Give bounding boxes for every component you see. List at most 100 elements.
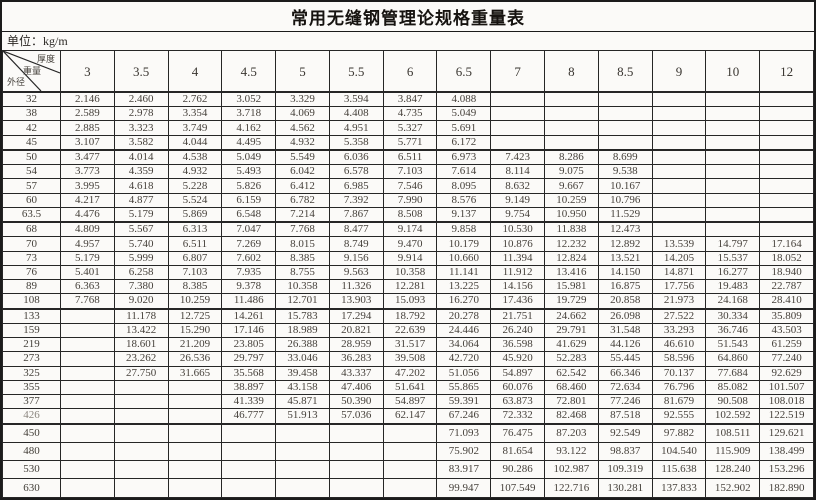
table-row: 89 6.363 7.380 8.385 9.378 10.358 11.326 12.281…: [2, 279, 814, 295]
weight-value-cell: [113, 460, 169, 480]
weight-value-cell: [382, 460, 438, 480]
table-row: 377 41.339 45.871 50.390 54.897 59.391 63.873 7…: [2, 394, 814, 410]
weight-table-body: 32 2.146 2.460 2.762 3.052 3.329 3.594 3.847 4.0…: [2, 91, 814, 498]
weight-value-cell: 23.805: [221, 337, 277, 353]
weight-value-cell: 39.458: [275, 365, 330, 381]
weight-value-cell: [60, 351, 115, 367]
weight-value-cell: [275, 423, 330, 443]
weight-value-cell: 8.477: [328, 221, 384, 238]
corner-diagonals-icon: [3, 51, 60, 91]
weight-value-cell: 115.909: [705, 441, 761, 462]
weight-value-cell: 5.771: [382, 134, 438, 151]
weight-value-cell: 99.947: [436, 478, 492, 498]
weight-value-cell: [597, 91, 653, 108]
title-row: 常用无缝钢管理论规格重量表: [2, 2, 814, 32]
weight-value-cell: 4.069: [275, 106, 330, 122]
corner-cell: 厚度 重量 外径: [2, 50, 61, 93]
weight-value-cell: [167, 441, 223, 462]
weight-value-cell: 92.555: [651, 408, 707, 425]
weight-value-cell: 29.791: [544, 322, 599, 339]
weight-value-cell: 16.270: [436, 293, 492, 310]
weight-value-cell: 6.313: [167, 221, 223, 238]
outer-diameter-cell: 273: [2, 351, 61, 367]
weight-value-cell: 8.749: [328, 236, 384, 252]
weight-value-cell: 8.755: [275, 264, 330, 281]
weight-value-cell: 9.914: [382, 250, 438, 266]
table-row: 530 83.917 90.286 102.987 109.319 115.638 128.…: [2, 460, 814, 480]
weight-value-cell: [167, 379, 223, 396]
weight-value-cell: 36.283: [328, 351, 384, 367]
weight-value-cell: 77.240: [759, 351, 814, 367]
weight-value-cell: 10.179: [436, 236, 492, 252]
weight-table: 厚度 重量 外径 3 3.5 4 4.5 5 5.5 6 6.5 7 8 8.5 9 10 12 32 2.…: [2, 50, 814, 498]
weight-value-cell: [167, 478, 223, 498]
weight-value-cell: 16.875: [597, 279, 653, 295]
weight-value-cell: 129.621: [759, 423, 814, 443]
thickness-header: 4.5: [221, 50, 277, 93]
weight-value-cell: 41.339: [221, 394, 277, 410]
weight-value-cell: 5.401: [60, 264, 115, 281]
weight-value-cell: 6.578: [328, 164, 384, 180]
weight-value-cell: 54.897: [382, 394, 438, 410]
weight-value-cell: [705, 91, 761, 108]
outer-diameter-cell: 219: [2, 337, 61, 353]
weight-value-cell: 15.537: [705, 250, 761, 266]
weight-value-cell: 6.985: [328, 178, 384, 194]
weight-value-cell: 45.871: [275, 394, 330, 410]
weight-value-cell: 6.782: [275, 192, 330, 208]
outer-diameter-cell: 45: [2, 134, 61, 151]
weight-value-cell: 30.334: [705, 308, 761, 324]
weight-value-cell: [167, 460, 223, 480]
weight-value-cell: 43.503: [759, 322, 814, 339]
outer-diameter-cell: 57: [2, 178, 61, 194]
weight-value-cell: 83.917: [436, 460, 492, 480]
weight-value-cell: 153.296: [759, 460, 814, 480]
weight-value-cell: [759, 91, 814, 108]
weight-value-cell: 27.750: [113, 365, 169, 381]
weight-value-cell: 11.529: [597, 206, 653, 224]
weight-value-cell: 4.932: [275, 134, 330, 151]
weight-value-cell: 18.989: [275, 322, 330, 339]
weight-value-cell: 7.935: [221, 264, 277, 281]
table-row: 159 13.422 15.290 17.146 18.989 20.821 22.639 2…: [2, 322, 814, 339]
weight-value-cell: 26.098: [597, 308, 653, 324]
table-row: 480 75.902 81.654 93.122 98.837 104.540 115.90…: [2, 441, 814, 462]
thickness-header: 4: [167, 50, 223, 93]
table-row: 355 38.897 43.158 47.406 51.641 55.865 60.076 6…: [2, 379, 814, 396]
thickness-header: 3: [60, 50, 115, 93]
weight-value-cell: 5.493: [221, 164, 277, 180]
weight-value-cell: 38.897: [221, 379, 277, 396]
weight-value-cell: [60, 460, 115, 480]
weight-value-cell: 14.797: [705, 236, 761, 252]
weight-value-cell: 9.563: [328, 264, 384, 281]
weight-value-cell: 64.860: [705, 351, 761, 367]
weight-value-cell: 17.756: [651, 279, 707, 295]
weight-value-cell: 11.141: [436, 264, 492, 281]
weight-value-cell: 5.049: [221, 149, 277, 166]
weight-value-cell: [597, 106, 653, 122]
outer-diameter-cell: 76: [2, 264, 61, 281]
weight-value-cell: 58.596: [651, 351, 707, 367]
table-row: 45 3.107 3.582 4.044 4.495 4.932 5.358 5.771 6.1…: [2, 134, 814, 151]
weight-value-cell: [705, 192, 761, 208]
weight-value-cell: 4.408: [328, 106, 384, 122]
table-row: 63.5 4.476 5.179 5.869 6.548 7.214 7.867 8.508 9…: [2, 206, 814, 224]
weight-value-cell: 35.568: [221, 365, 277, 381]
weight-value-cell: 6.548: [221, 206, 277, 224]
weight-value-cell: [651, 192, 707, 208]
weight-value-cell: 15.981: [544, 279, 599, 295]
weight-value-cell: [490, 120, 546, 136]
weight-value-cell: 3.329: [275, 91, 330, 108]
weight-value-cell: [544, 120, 599, 136]
weight-value-cell: 12.232: [544, 236, 599, 252]
weight-value-cell: 77.246: [597, 394, 653, 410]
weight-value-cell: [651, 91, 707, 108]
thickness-header: 5: [275, 50, 330, 93]
weight-value-cell: 31.517: [382, 337, 438, 353]
weight-value-cell: 3.052: [221, 91, 277, 108]
weight-value-cell: 26.240: [490, 322, 546, 339]
weight-value-cell: 18.792: [382, 308, 438, 324]
weight-value-cell: [382, 423, 438, 443]
weight-value-cell: 9.667: [544, 178, 599, 194]
